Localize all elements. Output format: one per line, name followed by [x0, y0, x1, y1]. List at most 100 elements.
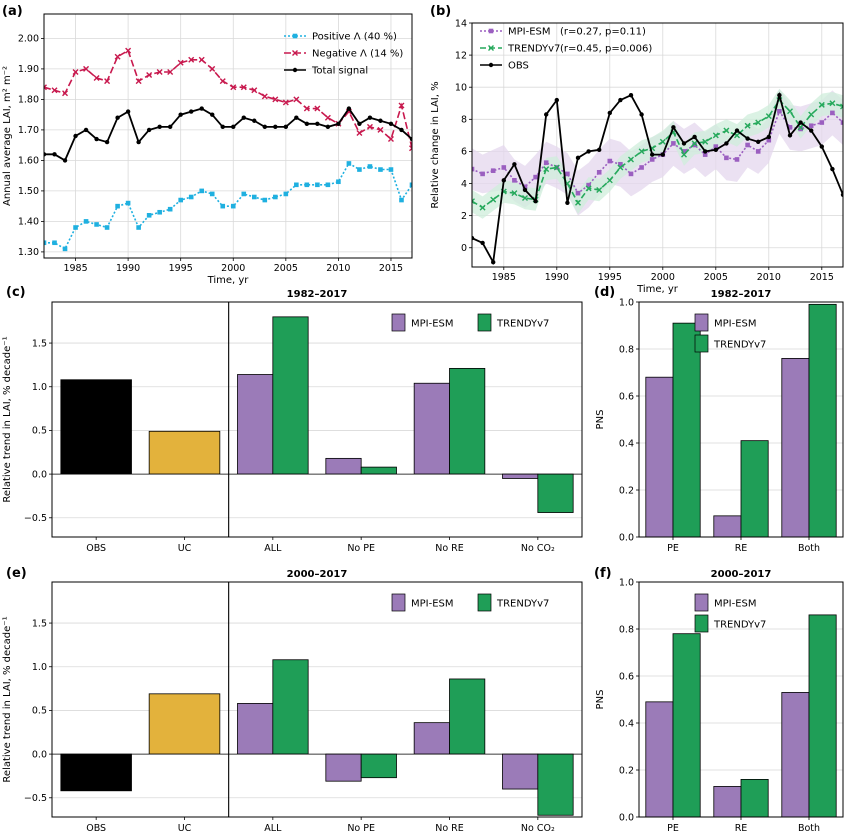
data-point — [606, 177, 613, 184]
data-point — [628, 93, 634, 98]
data-point — [167, 206, 173, 212]
bar-trendyv7 — [272, 659, 309, 755]
data-point — [252, 118, 257, 123]
data-point — [261, 93, 268, 100]
data-point — [638, 148, 645, 155]
data-point — [73, 225, 78, 230]
data-point — [125, 109, 131, 114]
data-point — [357, 121, 362, 127]
data-point — [398, 102, 405, 109]
x-tick-label: OBS — [86, 823, 106, 834]
x-tick-label: 2010 — [326, 263, 350, 274]
bar-mpi-esm — [713, 515, 742, 538]
data-point — [808, 123, 814, 129]
y-tick-label: 1.80 — [18, 95, 39, 106]
x-tick-label: 1985 — [492, 272, 516, 283]
y-tick-label: 0.0 — [619, 532, 634, 543]
bar-uc — [148, 430, 221, 475]
data-point — [104, 78, 111, 85]
x-tick-label: UC — [178, 823, 192, 834]
data-point — [325, 182, 331, 188]
data-point — [511, 190, 518, 197]
y-tick-label: 0 — [461, 243, 467, 254]
data-point — [628, 171, 634, 177]
x-tick-label: 2005 — [274, 263, 298, 274]
data-point — [272, 96, 279, 103]
data-point — [649, 157, 655, 162]
bar-trendyv7 — [360, 753, 397, 779]
y-tick-label: 1.0 — [619, 577, 634, 588]
x-tick-label: 1995 — [169, 263, 193, 274]
data-point — [575, 155, 581, 161]
data-point — [712, 132, 719, 139]
x-tick-label: OBS — [86, 543, 106, 554]
data-point — [231, 124, 236, 130]
data-point — [409, 145, 412, 152]
data-point — [671, 141, 676, 146]
x-tick-label: No PE — [347, 823, 375, 834]
data-point — [51, 87, 58, 94]
legend-label: OBS — [508, 61, 529, 72]
bar-mpi-esm — [325, 457, 362, 475]
data-point — [104, 139, 110, 145]
data-point — [52, 240, 57, 246]
data-point — [366, 123, 373, 130]
data-point — [157, 209, 162, 215]
y-tick-label: 0.2 — [619, 765, 634, 776]
data-point — [829, 100, 836, 107]
y-tick-label: 2.00 — [18, 34, 39, 45]
data-point — [533, 174, 538, 180]
y-axis-label: Relative trend in LAI, % decade⁻¹ — [2, 336, 13, 502]
panel-e: (e) 2000–2017 −0.5 0.0 0.5 1.0 1.5 Relative tre… — [2, 566, 583, 834]
bar-mpi-esm — [645, 701, 674, 818]
data-point — [543, 166, 550, 173]
legend-label: MPI-ESM — [508, 27, 551, 38]
data-point — [219, 78, 226, 85]
data-point — [819, 144, 824, 149]
panel-label: (a) — [2, 4, 23, 19]
panel-d: (d) 1982–2017 0.0 0.2 0.4 0.6 0.8 1.0 PNS PE RE Bot… — [594, 285, 844, 554]
data-point — [294, 115, 299, 120]
x-tick-label: 2000 — [221, 263, 245, 274]
data-point — [367, 164, 373, 169]
bar-mpi-esm — [502, 753, 539, 790]
y-tick-label: 1.60 — [18, 156, 39, 167]
data-point — [357, 167, 362, 172]
data-point — [692, 134, 697, 140]
data-point — [72, 68, 79, 75]
y-tick-label: 1.30 — [18, 247, 39, 258]
data-point — [294, 182, 299, 188]
legend-marker — [292, 33, 298, 39]
plot-frame — [51, 581, 583, 818]
legend-marker — [488, 28, 494, 34]
legend-swatch — [694, 593, 709, 612]
data-point — [177, 59, 184, 66]
data-point — [378, 118, 383, 123]
data-point — [755, 119, 762, 126]
x-tick-label: ALL — [264, 543, 282, 554]
data-point — [93, 75, 100, 82]
data-point — [522, 187, 528, 193]
y-tick-label: 1.40 — [18, 217, 39, 228]
data-point — [585, 185, 592, 192]
bar-trendyv7 — [449, 367, 486, 475]
bar-trendyv7 — [740, 440, 769, 538]
legend-label: MPI-ESM — [411, 599, 454, 610]
legend-label: Positive Λ (40 %) — [312, 32, 397, 43]
data-point — [304, 182, 310, 188]
x-tick-label: Both — [798, 823, 820, 834]
data-point — [262, 197, 268, 203]
data-point — [146, 213, 152, 218]
bar-mpi-esm — [645, 376, 674, 538]
x-axis-label: Time, yr — [636, 284, 679, 295]
data-point — [125, 200, 131, 206]
y-tick-label: 0.5 — [32, 706, 47, 717]
data-point — [533, 198, 538, 204]
y-tick-label: 4 — [461, 179, 467, 190]
data-point — [745, 136, 750, 141]
x-tick-label: 2015 — [379, 263, 403, 274]
data-point — [409, 136, 412, 142]
y-tick-label: 0.5 — [32, 426, 47, 437]
y-axis-label: PNS — [595, 690, 606, 710]
data-point — [114, 53, 121, 60]
